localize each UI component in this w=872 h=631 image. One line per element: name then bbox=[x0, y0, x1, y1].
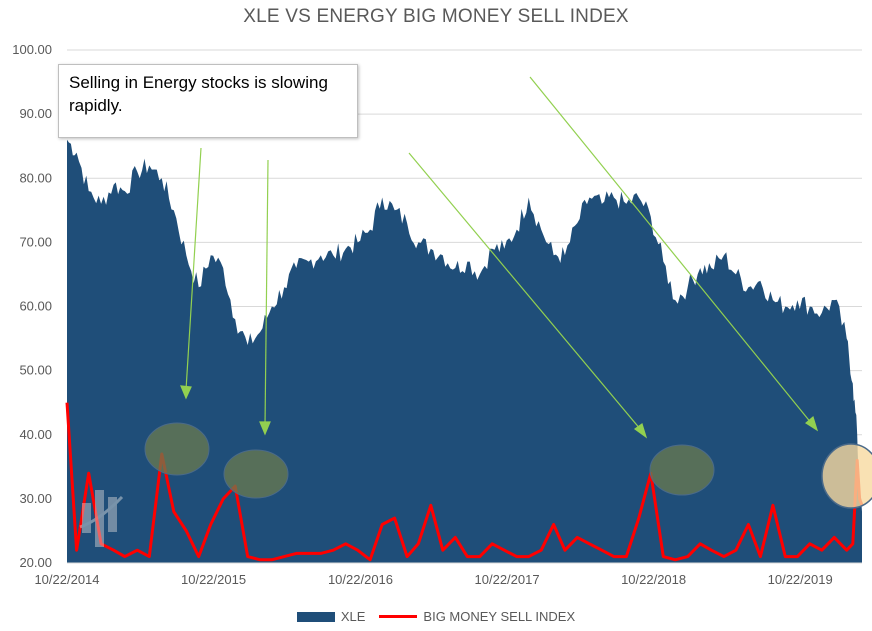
arrow-1 bbox=[185, 147, 202, 391]
x-tick-label: 10/22/2018 bbox=[621, 572, 686, 587]
arrowhead-2 bbox=[259, 421, 271, 436]
legend-label-xle: XLE bbox=[340, 609, 366, 624]
legend-item-sell-index: BIG MONEY SELL INDEX bbox=[379, 609, 575, 624]
arrow-2 bbox=[264, 159, 269, 427]
highlight-circle-2020 bbox=[821, 443, 872, 509]
y-tick-label: 60.00 bbox=[19, 299, 52, 314]
arrowhead-4 bbox=[804, 415, 819, 432]
y-tick-label: 30.00 bbox=[19, 491, 52, 506]
y-axis: 20.00 30.00 40.00 50.00 60.00 70.00 80.00 90.00… bbox=[12, 42, 52, 570]
logo-watermark-icon bbox=[79, 490, 124, 547]
annotation-arrows bbox=[180, 76, 819, 439]
xle-area-series bbox=[67, 139, 862, 564]
legend-swatch-xle bbox=[296, 611, 335, 622]
y-tick-label: 70.00 bbox=[19, 234, 52, 249]
x-tick-label: 10/22/2016 bbox=[328, 572, 393, 587]
x-tick-label: 10/22/2015 bbox=[181, 572, 246, 587]
y-tick-label: 20.00 bbox=[19, 555, 52, 570]
big-money-sell-index-line bbox=[65, 402, 864, 562]
x-axis: 10/22/2014 10/22/2015 10/22/2016 10/22/2017… bbox=[34, 572, 832, 587]
arrowhead-3 bbox=[633, 423, 648, 439]
highlight-circle-2016 bbox=[223, 449, 289, 499]
highlight-circle-2018 bbox=[649, 444, 715, 496]
highlight-circles bbox=[144, 422, 872, 509]
legend-item-xle: XLE bbox=[296, 609, 366, 624]
annotation-callout: Selling in Energy stocks is slowing rapi… bbox=[58, 64, 358, 138]
y-tick-label: 80.00 bbox=[19, 170, 52, 185]
arrowhead-1 bbox=[180, 385, 192, 400]
x-tick-label: 10/22/2019 bbox=[768, 572, 833, 587]
x-tick-label: 10/22/2017 bbox=[475, 572, 540, 587]
x-tick-label: 10/22/2014 bbox=[34, 572, 99, 587]
legend: XLE BIG MONEY SELL INDEX bbox=[0, 609, 872, 624]
highlight-circle-2015 bbox=[144, 422, 210, 476]
legend-swatch-sell-index bbox=[379, 615, 418, 618]
y-tick-label: 100.00 bbox=[12, 42, 52, 57]
chart-title: XLE VS ENERGY BIG MONEY SELL INDEX bbox=[243, 6, 629, 27]
arrow-3 bbox=[408, 152, 642, 431]
y-tick-label: 90.00 bbox=[19, 106, 52, 121]
arrow-4 bbox=[529, 76, 813, 425]
legend-label-sell-index: BIG MONEY SELL INDEX bbox=[423, 609, 576, 624]
y-tick-label: 40.00 bbox=[19, 427, 52, 442]
y-tick-label: 50.00 bbox=[19, 363, 52, 378]
